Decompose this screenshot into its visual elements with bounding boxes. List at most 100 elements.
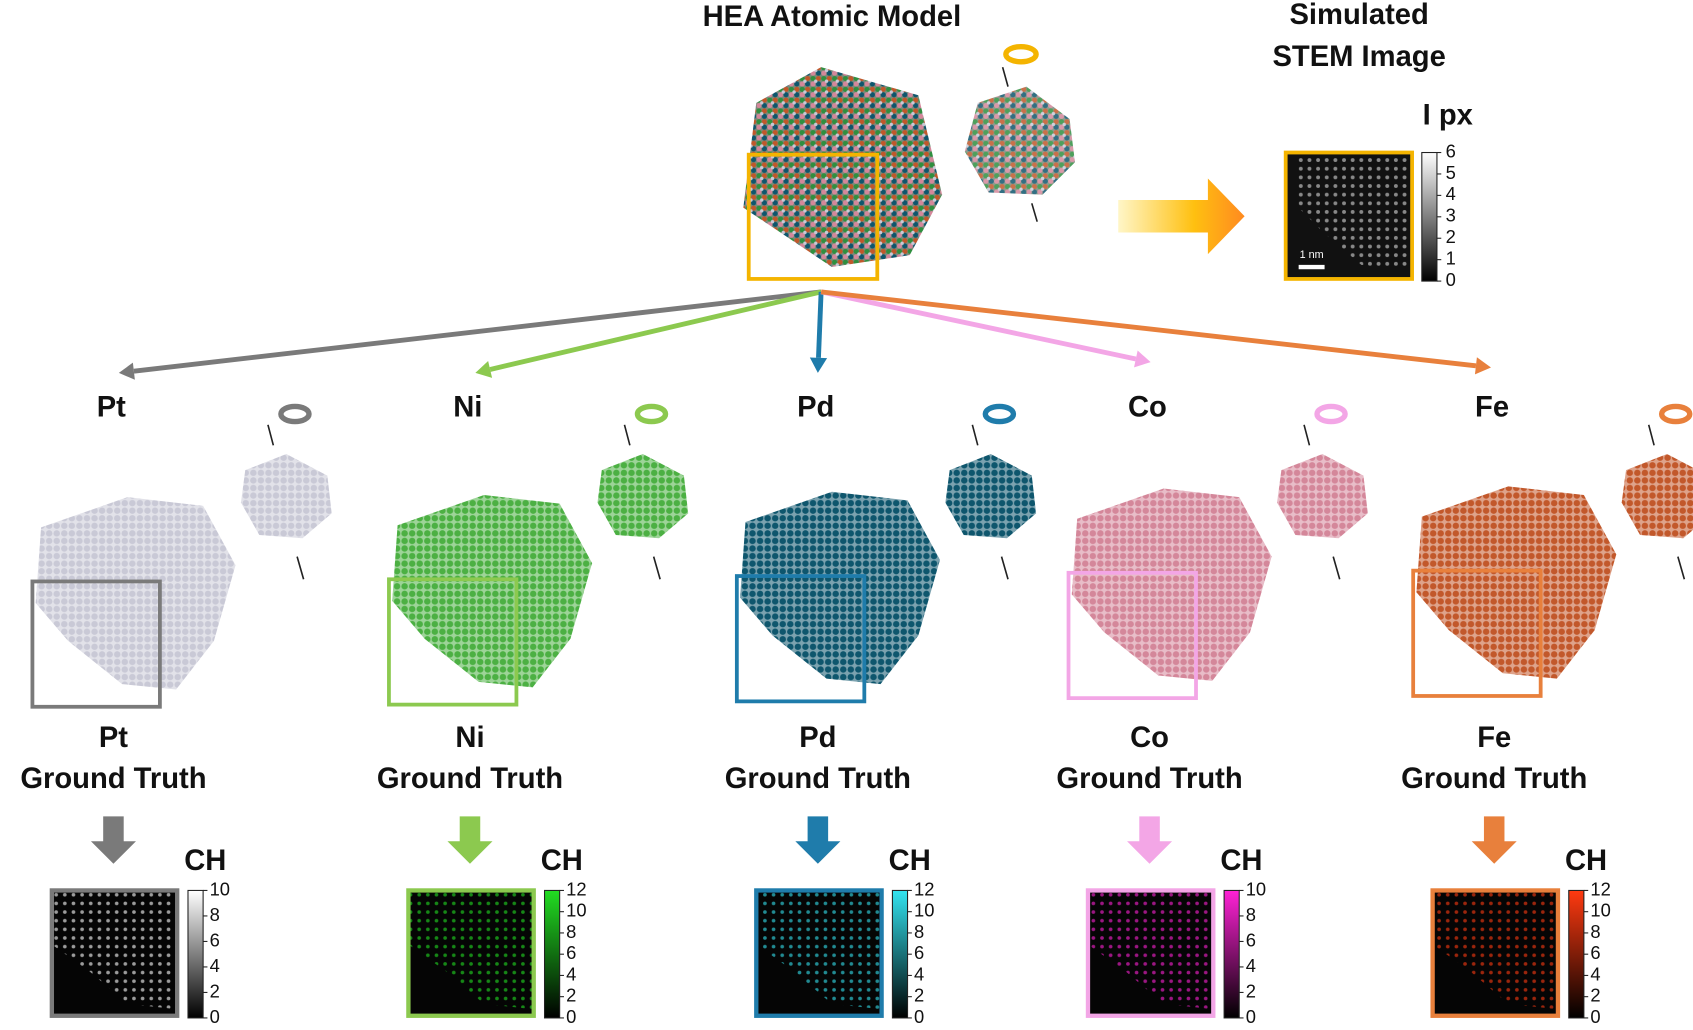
axis-mark: [296, 556, 305, 580]
branch-arrowhead: [1134, 350, 1151, 368]
branch-arrow: [489, 289, 822, 372]
colorbar-tick-label: 10: [914, 900, 934, 921]
crop-box: [30, 579, 162, 709]
branch-arrow: [133, 289, 822, 374]
axis-mark: [1677, 556, 1686, 580]
channel-atoms: [51, 890, 178, 1010]
axis-mark: [1332, 556, 1341, 580]
element-cluster-rotated: [1277, 453, 1368, 539]
colorbar-tick-label: 2: [1446, 226, 1456, 247]
branch-arrow: [820, 289, 1137, 362]
channel-frame: [49, 888, 180, 1018]
ground-truth-element: Fe: [1477, 722, 1511, 754]
colorbar-tick-label: 8: [1246, 904, 1256, 925]
colorbar-tick-label: 12: [566, 878, 586, 899]
element-cluster: [1416, 486, 1617, 679]
colorbar-tick-label: 5: [1446, 162, 1456, 183]
stem-title: Simulated: [1289, 0, 1428, 31]
colorbar-tick-label: 6: [1446, 140, 1456, 161]
crop-box: [734, 574, 867, 704]
colorbar: [543, 889, 561, 1019]
colorbar-tick-label: 0: [1590, 1006, 1600, 1027]
element-label: Fe: [1475, 391, 1509, 423]
branch-arrowhead: [475, 361, 493, 378]
colorbar-tick-label: 0: [914, 1006, 924, 1027]
colorbar-tick-label: 6: [210, 929, 220, 950]
channel-atoms: [1432, 890, 1558, 1010]
colorbar-tick-label: 6: [566, 942, 576, 963]
colorbar-tick-label: 2: [1590, 985, 1600, 1006]
element-cluster: [740, 491, 940, 685]
colorbar-tick-label: 8: [210, 904, 220, 925]
colorbar: [891, 889, 909, 1019]
colorbar-tick-label: 6: [1590, 942, 1600, 963]
model-title: HEA Atomic Model: [703, 1, 962, 33]
colorbar-tick-label: 12: [914, 878, 934, 899]
element-label: Pd: [797, 391, 834, 423]
channel-frame: [1430, 888, 1561, 1018]
channel-atoms: [408, 890, 534, 1010]
ground-truth-label: Ground Truth: [725, 763, 911, 795]
crop-box: [746, 152, 880, 281]
channel-label: CH: [889, 845, 931, 877]
element-label: Ni: [453, 391, 482, 423]
process-arrow: [1118, 178, 1245, 255]
axis-mark: [1647, 424, 1655, 446]
colorbar-tick-label: 4: [914, 963, 924, 984]
colorbar: [1421, 151, 1438, 282]
colorbar-tick-label: 8: [566, 921, 576, 942]
channel-label: CH: [541, 845, 583, 877]
colorbar-tick-label: 4: [1246, 955, 1256, 976]
ground-truth-label: Ground Truth: [1056, 763, 1242, 795]
colorbar-tick-label: 2: [210, 980, 220, 1001]
hea-cluster-rotated: [964, 86, 1076, 195]
channel-atoms: [1087, 890, 1214, 1010]
colorbar-tick-label: 0: [1246, 1006, 1256, 1027]
colorbar-tick-label: 12: [1590, 878, 1610, 899]
down-arrow: [444, 815, 496, 866]
element-cluster-rotated: [597, 453, 689, 539]
ground-truth-label: Ground Truth: [1401, 763, 1587, 795]
channel-frame: [406, 888, 536, 1018]
ground-truth-element: Pt: [99, 722, 128, 754]
element-cluster: [35, 497, 236, 690]
axis-mark: [623, 424, 631, 446]
colorbar-tick-label: 2: [914, 985, 924, 1006]
colorbar-tick-label: 6: [914, 942, 924, 963]
channel-label: CH: [1565, 845, 1607, 877]
colorbar-tick-label: 0: [566, 1006, 576, 1027]
ground-truth-label: Ground Truth: [377, 763, 563, 795]
crop-box: [1411, 568, 1543, 698]
down-arrow: [1469, 815, 1520, 866]
rotation-icon: [1001, 43, 1039, 222]
channel-frame: [754, 888, 884, 1018]
colorbar-tick-label: 4: [1590, 963, 1600, 984]
colorbar: [1568, 889, 1585, 1019]
rotation-icon: [1658, 403, 1693, 425]
colorbar-tick-label: 8: [914, 921, 924, 942]
channel-label: CH: [184, 845, 226, 877]
colorbar-tick-label: 10: [210, 878, 230, 899]
element-cluster: [392, 495, 593, 688]
element-cluster: [1071, 488, 1272, 681]
axis-mark: [267, 424, 275, 446]
colorbar-tick-label: 3: [1446, 205, 1456, 226]
stem-frame: [1283, 150, 1414, 281]
colorbar-tick-label: 4: [566, 963, 576, 984]
stem-atoms: [1296, 152, 1413, 271]
channel-atoms: [756, 890, 882, 1010]
axis-mark: [971, 424, 979, 446]
branch-arrow: [816, 291, 824, 358]
axis-mark: [1000, 556, 1009, 580]
channel-frame: [1085, 888, 1216, 1018]
down-arrow: [1124, 815, 1175, 866]
scale-bar-label: 1 nm: [1300, 249, 1324, 261]
crop-box: [387, 577, 519, 707]
colorbar-tick-label: 10: [566, 900, 586, 921]
rotation-icon: [278, 403, 312, 425]
element-cluster-rotated: [945, 453, 1037, 539]
stem-title: STEM Image: [1272, 41, 1445, 73]
down-arrow: [88, 815, 139, 866]
colorbar: [187, 889, 204, 1019]
ground-truth-element: Co: [1130, 722, 1169, 754]
